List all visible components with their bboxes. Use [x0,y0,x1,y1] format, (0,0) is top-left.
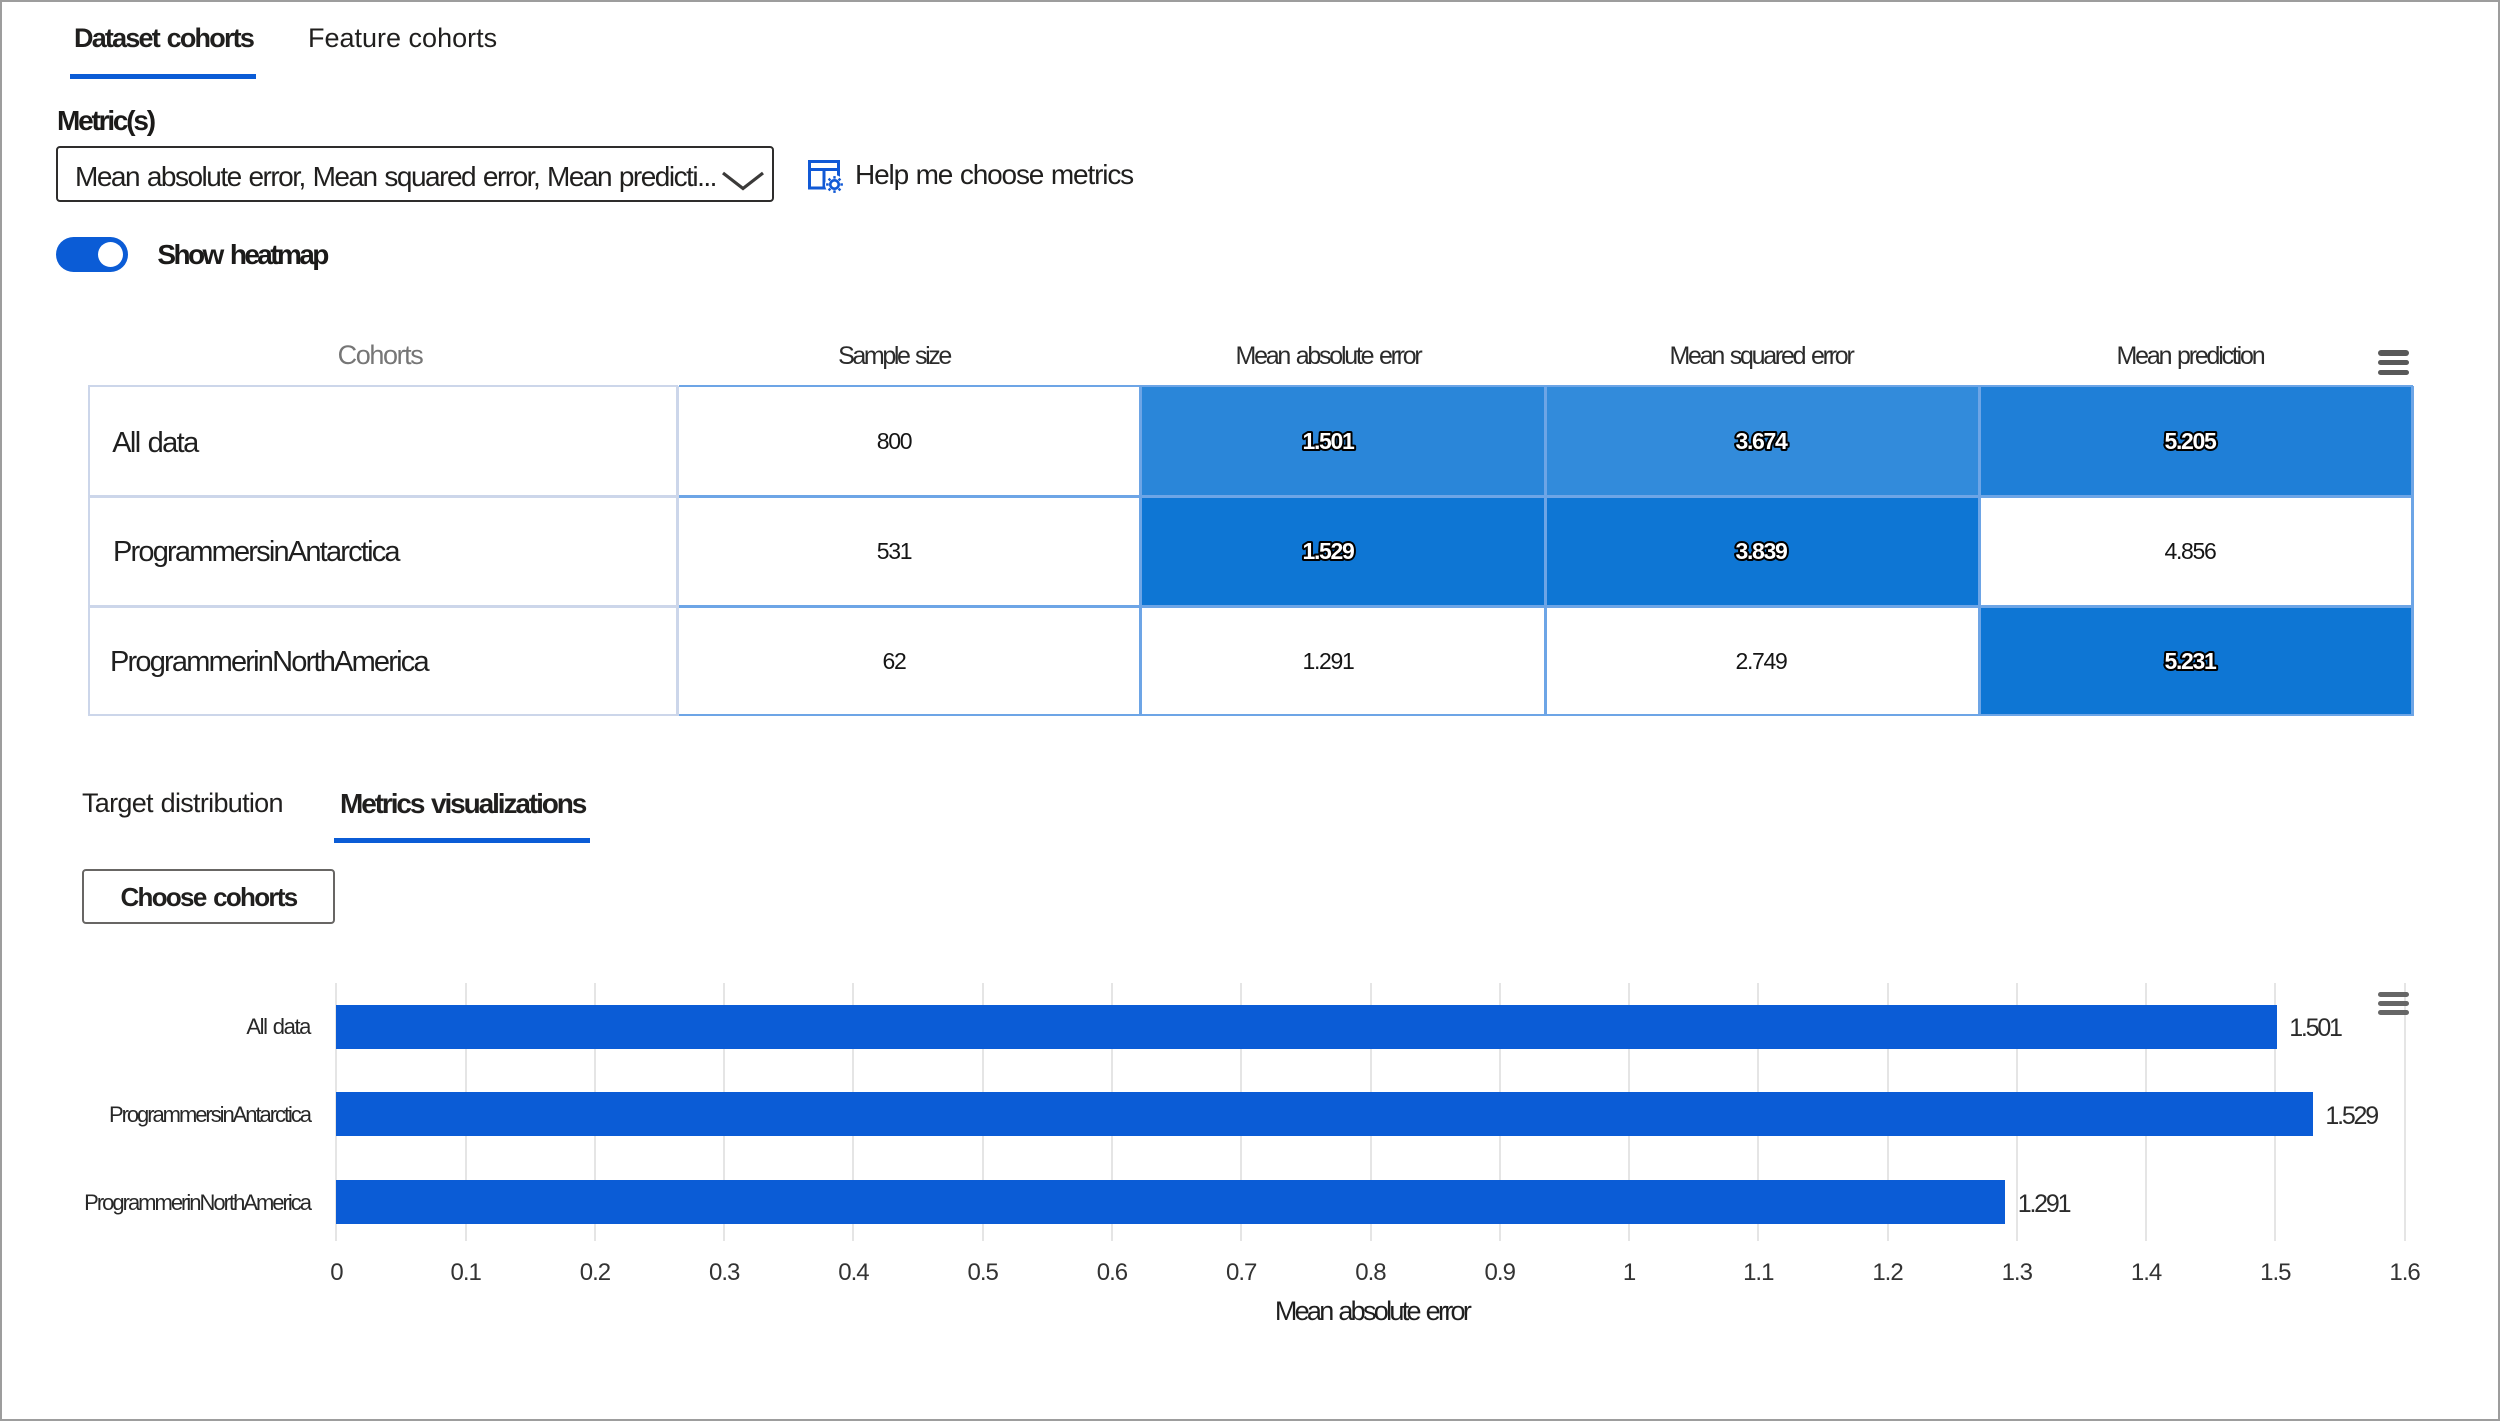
svg-text:5.205: 5.205 [2164,428,2217,454]
svg-text:3.839: 3.839 [1735,538,1787,564]
svg-text:1.529: 1.529 [1302,538,1354,564]
svg-text:1.501: 1.501 [1302,428,1355,454]
svg-text:3.674: 3.674 [1735,428,1788,454]
svg-text:5.231: 5.231 [2164,648,2217,674]
